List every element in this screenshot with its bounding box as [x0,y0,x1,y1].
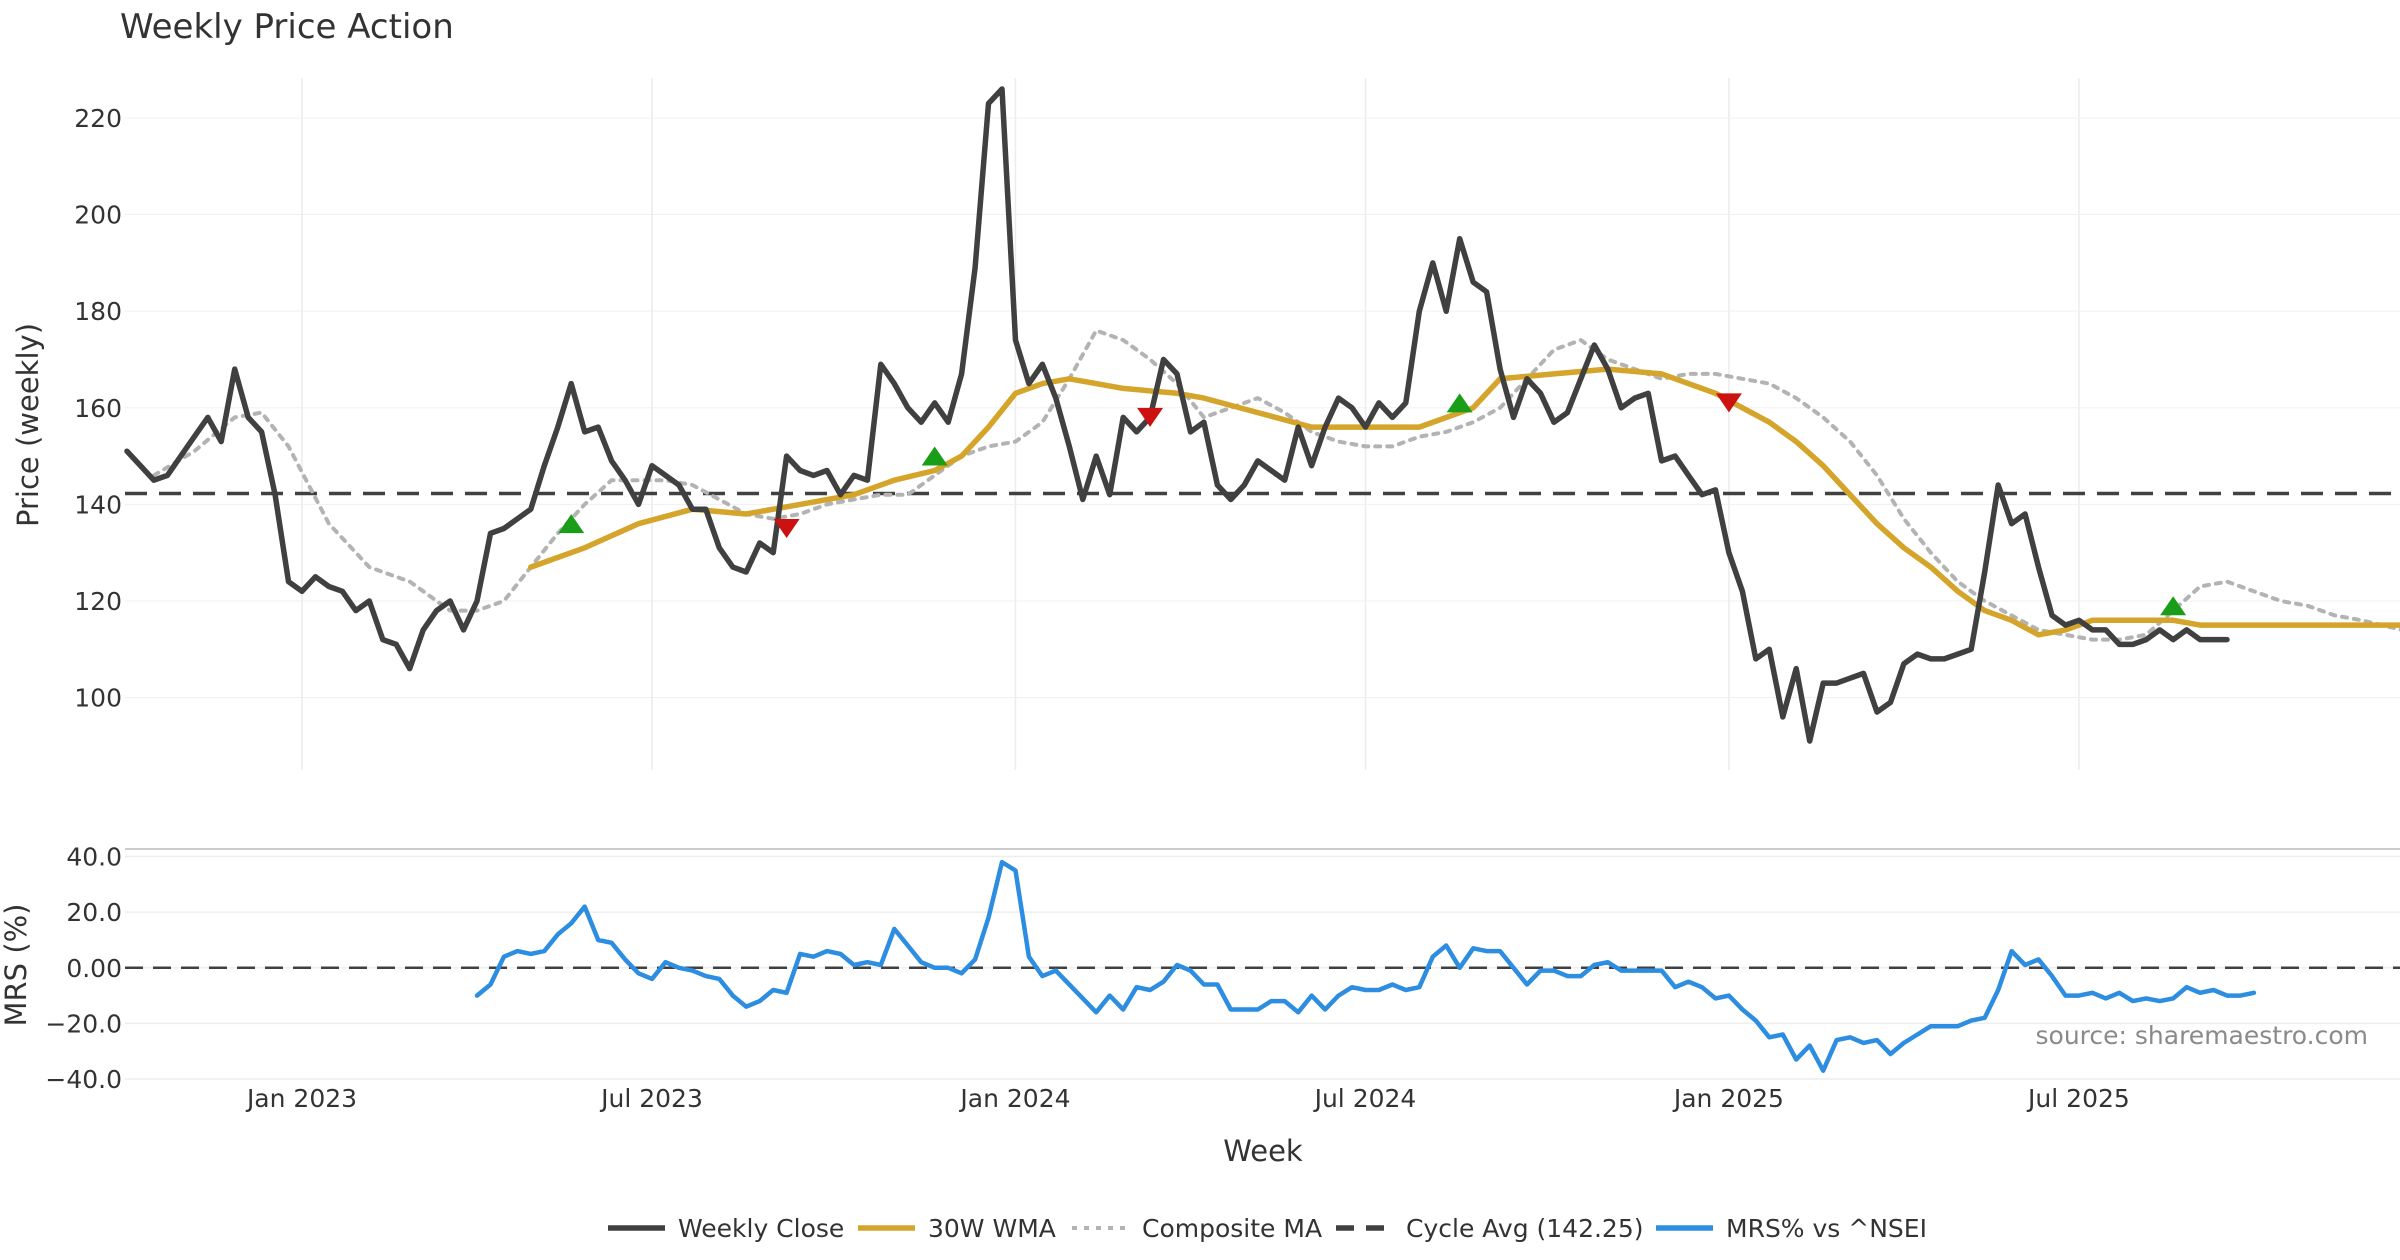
legend: Weekly Close 30W WMA Composite MA Cycle Avg… [608,1214,1927,1243]
price-y-axis-label: Price (weekly) [11,323,45,527]
series-composite-ma [151,328,2400,642]
legend-label: Weekly Close [678,1214,844,1243]
mrs-y-tick-label: 40.0 [66,843,122,872]
price-y-tick-label: 220 [74,104,122,133]
buy-signal-marker-4 [1446,393,1473,413]
mrs-y-tick-label: 20.0 [66,898,122,927]
legend-label: MRS% vs ^NSEI [1726,1214,1927,1243]
legend-item-mrs-vs-nsei: MRS% vs ^NSEI [1656,1214,1927,1243]
price-y-tick-label: 120 [74,587,122,616]
x-ticks: Jan 2023 Jul 2023 Jan 2024 Jul 2024 Jan 2025… [245,1084,2130,1113]
legend-item-weekly-close: Weekly Close [608,1214,844,1243]
legend-label: Composite MA [1142,1214,1322,1243]
mrs-y-ticks: −40.0 −20.0 0.00 20.0 40.0 [45,843,122,1094]
buy-signal-marker-0 [558,514,585,534]
x-tick-label: Jul 2024 [1313,1084,1417,1113]
sell-signal-marker-1 [773,519,800,539]
price-series-group [124,86,2400,744]
sell-signal-marker-3 [1137,407,1164,427]
price-y-ticks: 100 120 140 160 180 200 220 [74,104,122,713]
source-credit: source: sharemaestro.com [2036,1021,2369,1050]
series-mrs-vs-nsei [474,859,2257,1073]
x-axis-label: Week [1223,1134,1303,1168]
signal-markers [558,393,2187,616]
x-tick-label: Jan 2024 [958,1084,1070,1113]
price-y-tick-label: 180 [74,297,122,326]
x-tick-label: Jan 2023 [245,1084,357,1113]
legend-label: Cycle Avg (142.25) [1406,1214,1644,1243]
price-y-tick-label: 100 [74,684,122,713]
x-tick-label: Jul 2025 [2026,1084,2130,1113]
mrs-y-tick-label: −20.0 [45,1009,122,1038]
mrs-y-tick-label: −40.0 [45,1065,122,1094]
x-tick-label: Jul 2023 [599,1084,703,1113]
series-30w-wma [528,366,2400,638]
price-panel-grid [125,78,2400,770]
mrs-y-tick-label: 0.00 [66,954,122,983]
price-y-tick-label: 160 [74,394,122,423]
sell-signal-marker-5 [1715,393,1742,413]
mrs-series-group [474,859,2257,1073]
mrs-y-axis-label: MRS (%) [0,904,33,1027]
x-tick-label: Jan 2025 [1672,1084,1784,1113]
legend-label: 30W WMA [928,1214,1056,1243]
chart-title: Weekly Price Action [120,7,454,47]
buy-signal-marker-6 [2160,596,2187,616]
buy-signal-marker-2 [921,446,948,466]
legend-item-composite-ma: Composite MA [1072,1214,1322,1243]
legend-item-cycle-avg-142-25-: Cycle Avg (142.25) [1336,1214,1644,1243]
series-weekly-close [124,86,2230,744]
legend-item-30w-wma: 30W WMA [858,1214,1056,1243]
price-y-tick-label: 200 [74,201,122,230]
price-y-tick-label: 140 [74,490,122,519]
